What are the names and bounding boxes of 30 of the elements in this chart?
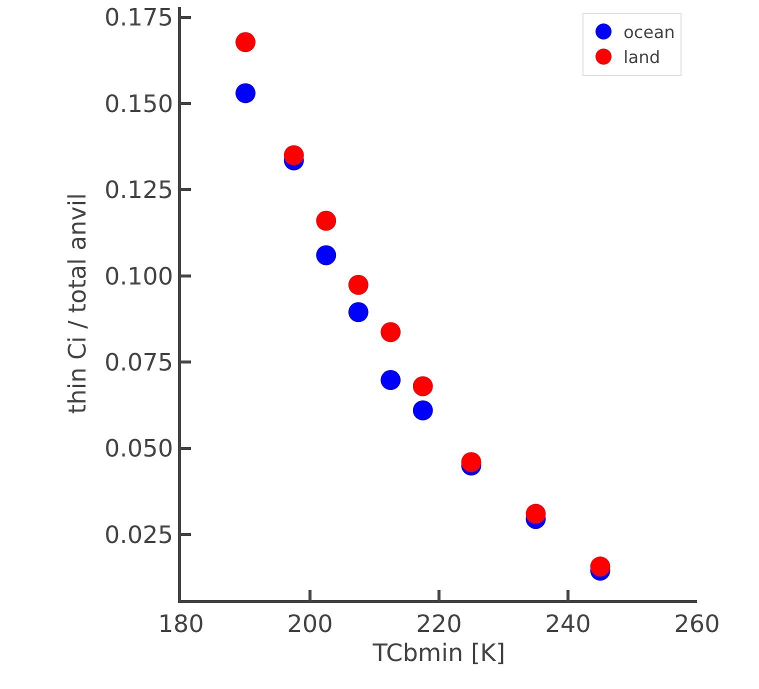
point bbox=[236, 83, 256, 104]
y-tick-label: 0.075 bbox=[104, 348, 174, 377]
y-tick-label: 0.025 bbox=[104, 520, 174, 549]
point bbox=[236, 32, 256, 52]
x-tick-label: 240 bbox=[545, 610, 591, 638]
point bbox=[348, 302, 368, 322]
y-tick-label: 0.125 bbox=[104, 176, 174, 204]
point bbox=[526, 504, 546, 524]
point bbox=[412, 400, 433, 420]
point bbox=[380, 322, 401, 342]
y-tick-label: 0.050 bbox=[104, 434, 174, 463]
x-tick-label: 260 bbox=[674, 610, 720, 638]
y-tick-label: 0.175 bbox=[104, 4, 174, 32]
x-axis-title: TCbmin [K] bbox=[372, 639, 506, 668]
y-tick-label: 0.100 bbox=[104, 262, 174, 290]
y-axis-title: thin Ci / total anvil bbox=[64, 193, 92, 414]
legend-label: land bbox=[624, 48, 660, 68]
point bbox=[590, 556, 610, 577]
x-tick-label: 200 bbox=[287, 610, 333, 638]
point bbox=[412, 376, 433, 396]
point bbox=[348, 274, 368, 295]
x-tick-label: 180 bbox=[158, 610, 204, 638]
point bbox=[316, 210, 336, 231]
point bbox=[284, 145, 304, 166]
x-tick-label: 220 bbox=[416, 610, 462, 638]
point bbox=[316, 245, 336, 266]
y-tick-label: 0.150 bbox=[104, 90, 174, 118]
point bbox=[461, 452, 482, 472]
legend-label: ocean bbox=[624, 23, 675, 44]
point bbox=[380, 370, 401, 390]
